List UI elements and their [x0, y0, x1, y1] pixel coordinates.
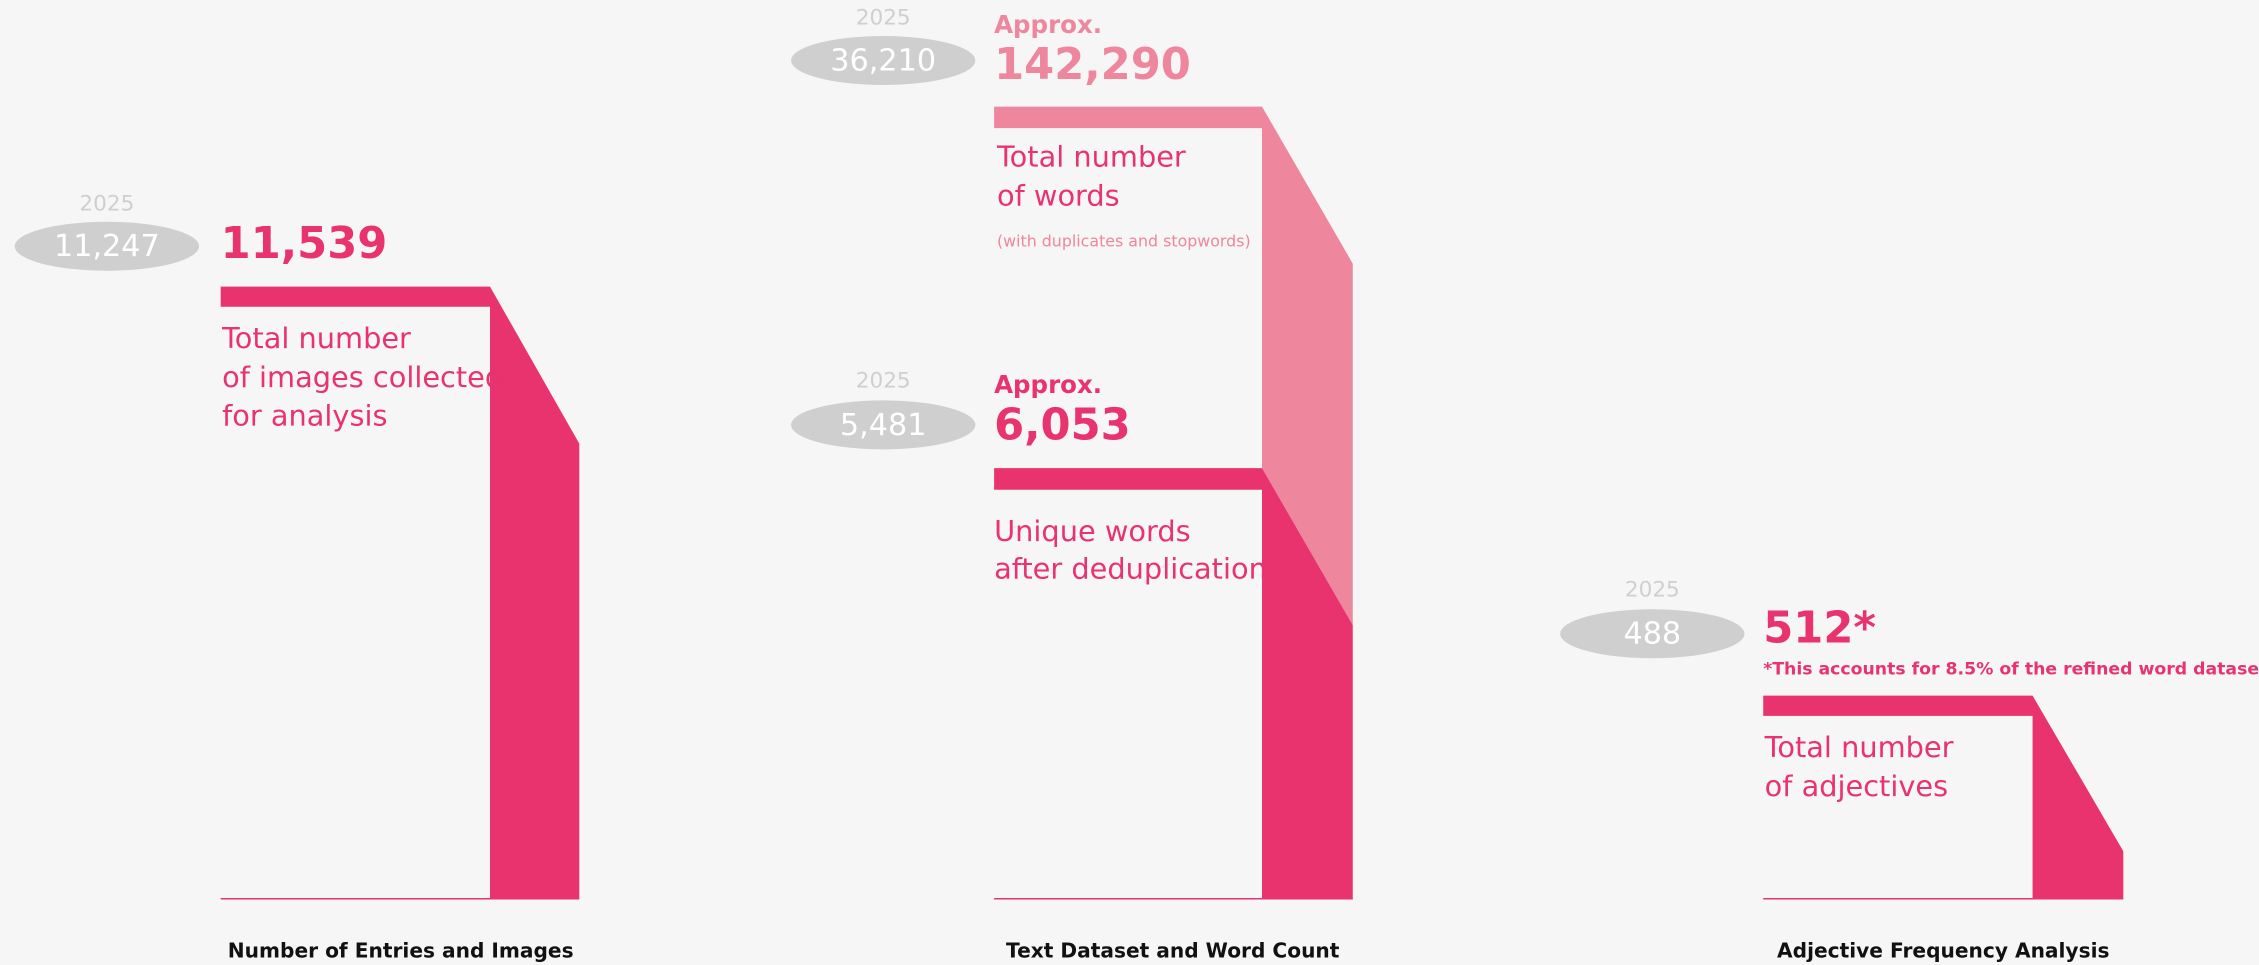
shape-light: [994, 106, 1353, 626]
shape: [220, 286, 580, 899]
previous-badge: [791, 36, 976, 85]
shape: [994, 468, 1353, 899]
prefix: Approx.: [994, 370, 1102, 399]
label: of words: [997, 178, 1120, 212]
note: *This accounts for 8.5% of the refined w…: [1763, 660, 2259, 680]
label: Total number: [221, 321, 411, 355]
prefix: Approx.: [994, 10, 1102, 39]
panel-adjectives: 2025 488 512* *This accounts for 8.5% of…: [1560, 578, 2259, 963]
shape: [1763, 695, 2124, 899]
panel-words: 2025 36,210 Approx. 142,290 Total number…: [791, 6, 1353, 963]
note: (with duplicates and stopwords): [997, 231, 1251, 250]
year: 2025: [1625, 578, 1680, 603]
label: Unique words: [994, 514, 1191, 548]
year: 2025: [856, 6, 911, 31]
previous-value: 36,210: [830, 43, 936, 78]
panel-images: 2025 11,247 11,539 Total number of image…: [14, 192, 580, 963]
previous-value: 5,481: [840, 408, 927, 443]
label: Total number: [1764, 730, 1954, 764]
year: 2025: [856, 369, 911, 394]
previous-badge: [791, 400, 976, 450]
value: 142,290: [994, 40, 1191, 90]
previous-badge: [14, 221, 200, 271]
previous-value: 11,247: [54, 229, 160, 264]
label: for analysis: [222, 399, 387, 433]
label: Total number: [996, 139, 1186, 173]
label: after deduplication: [994, 551, 1267, 585]
label: of images collected: [222, 360, 503, 394]
year: 2025: [79, 192, 134, 217]
value: 6,053: [994, 400, 1131, 450]
value: 11,539: [221, 219, 388, 269]
previous-badge: [1560, 609, 1745, 659]
caption: Text Dataset and Word Count: [1006, 939, 1340, 963]
caption: Adjective Frequency Analysis: [1777, 939, 2109, 963]
label: of adjectives: [1765, 769, 1948, 803]
previous-value: 488: [1623, 617, 1681, 652]
caption: Number of Entries and Images: [228, 939, 574, 963]
value: 512*: [1763, 603, 1876, 653]
